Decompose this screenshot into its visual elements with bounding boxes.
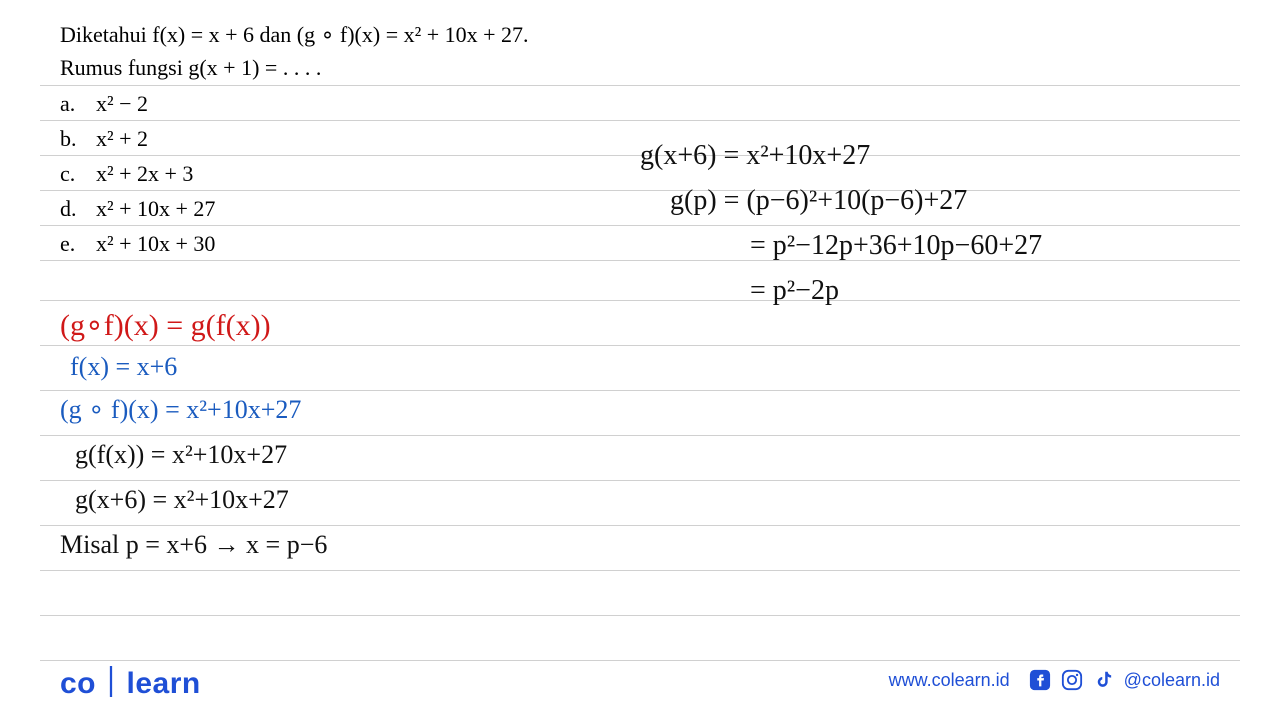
option-letter: b. [60, 122, 96, 155]
handwrite-red-1: (g∘f)(x) = g(f(x)) [60, 308, 271, 343]
option-e: e. x² + 10x + 30 [60, 227, 1220, 260]
option-text: x² + 2 [96, 122, 148, 155]
page-container: Diketahui f(x) = x + 6 dan (g ∘ f)(x) = … [0, 0, 1280, 720]
social-icons: @colearn.id [1028, 668, 1220, 692]
handwrite-right-3: = p²−12p+36+10p−60+27 [750, 230, 1042, 262]
option-letter: d. [60, 192, 96, 225]
option-text: x² − 2 [96, 87, 148, 120]
handwrite-right-4: = p²−2p [750, 275, 839, 307]
option-text: x² + 10x + 30 [96, 227, 215, 260]
logo-co: co [60, 667, 96, 700]
handwrite-right-1: g(x+6) = x²+10x+27 [640, 140, 870, 172]
instagram-icon[interactable] [1060, 668, 1084, 692]
tiktok-icon[interactable] [1092, 668, 1116, 692]
handwrite-black-3: Misal p = x+6 → x = p−6 [60, 530, 327, 560]
option-letter: e. [60, 227, 96, 260]
handwrite-blue-2: (g ∘ f)(x) = x²+10x+27 [60, 395, 301, 425]
footer-handle[interactable]: @colearn.id [1124, 670, 1220, 691]
footer-url[interactable]: www.colearn.id [889, 670, 1010, 691]
handwrite-right-2: g(p) = (p−6)²+10(p−6)+27 [670, 185, 967, 217]
question-line2: Rumus fungsi g(x + 1) = . . . . [60, 55, 1220, 81]
option-text: x² + 2x + 3 [96, 157, 193, 190]
footer: co｜learn www.colearn.id @colearn.id [60, 658, 1220, 702]
option-a: a. x² − 2 [60, 87, 1220, 120]
logo-dot: ｜ [96, 667, 127, 700]
handwrite-black-2: g(x+6) = x²+10x+27 [75, 485, 289, 515]
footer-right: www.colearn.id @colearn.id [889, 668, 1220, 692]
facebook-icon[interactable] [1028, 668, 1052, 692]
logo-learn: learn [127, 667, 201, 700]
option-text: x² + 10x + 27 [96, 192, 215, 225]
option-d: d. x² + 10x + 27 [60, 192, 1220, 225]
handwrite-blue-1: f(x) = x+6 [70, 352, 177, 382]
question-line1: Diketahui f(x) = x + 6 dan (g ∘ f)(x) = … [60, 20, 1220, 51]
option-letter: a. [60, 87, 96, 120]
options-list: a. x² − 2 b. x² + 2 c. x² + 2x + 3 d. x²… [60, 87, 1220, 260]
brand-logo: co｜learn [60, 658, 201, 702]
option-letter: c. [60, 157, 96, 190]
handwrite-black-1: g(f(x)) = x²+10x+27 [75, 440, 287, 470]
